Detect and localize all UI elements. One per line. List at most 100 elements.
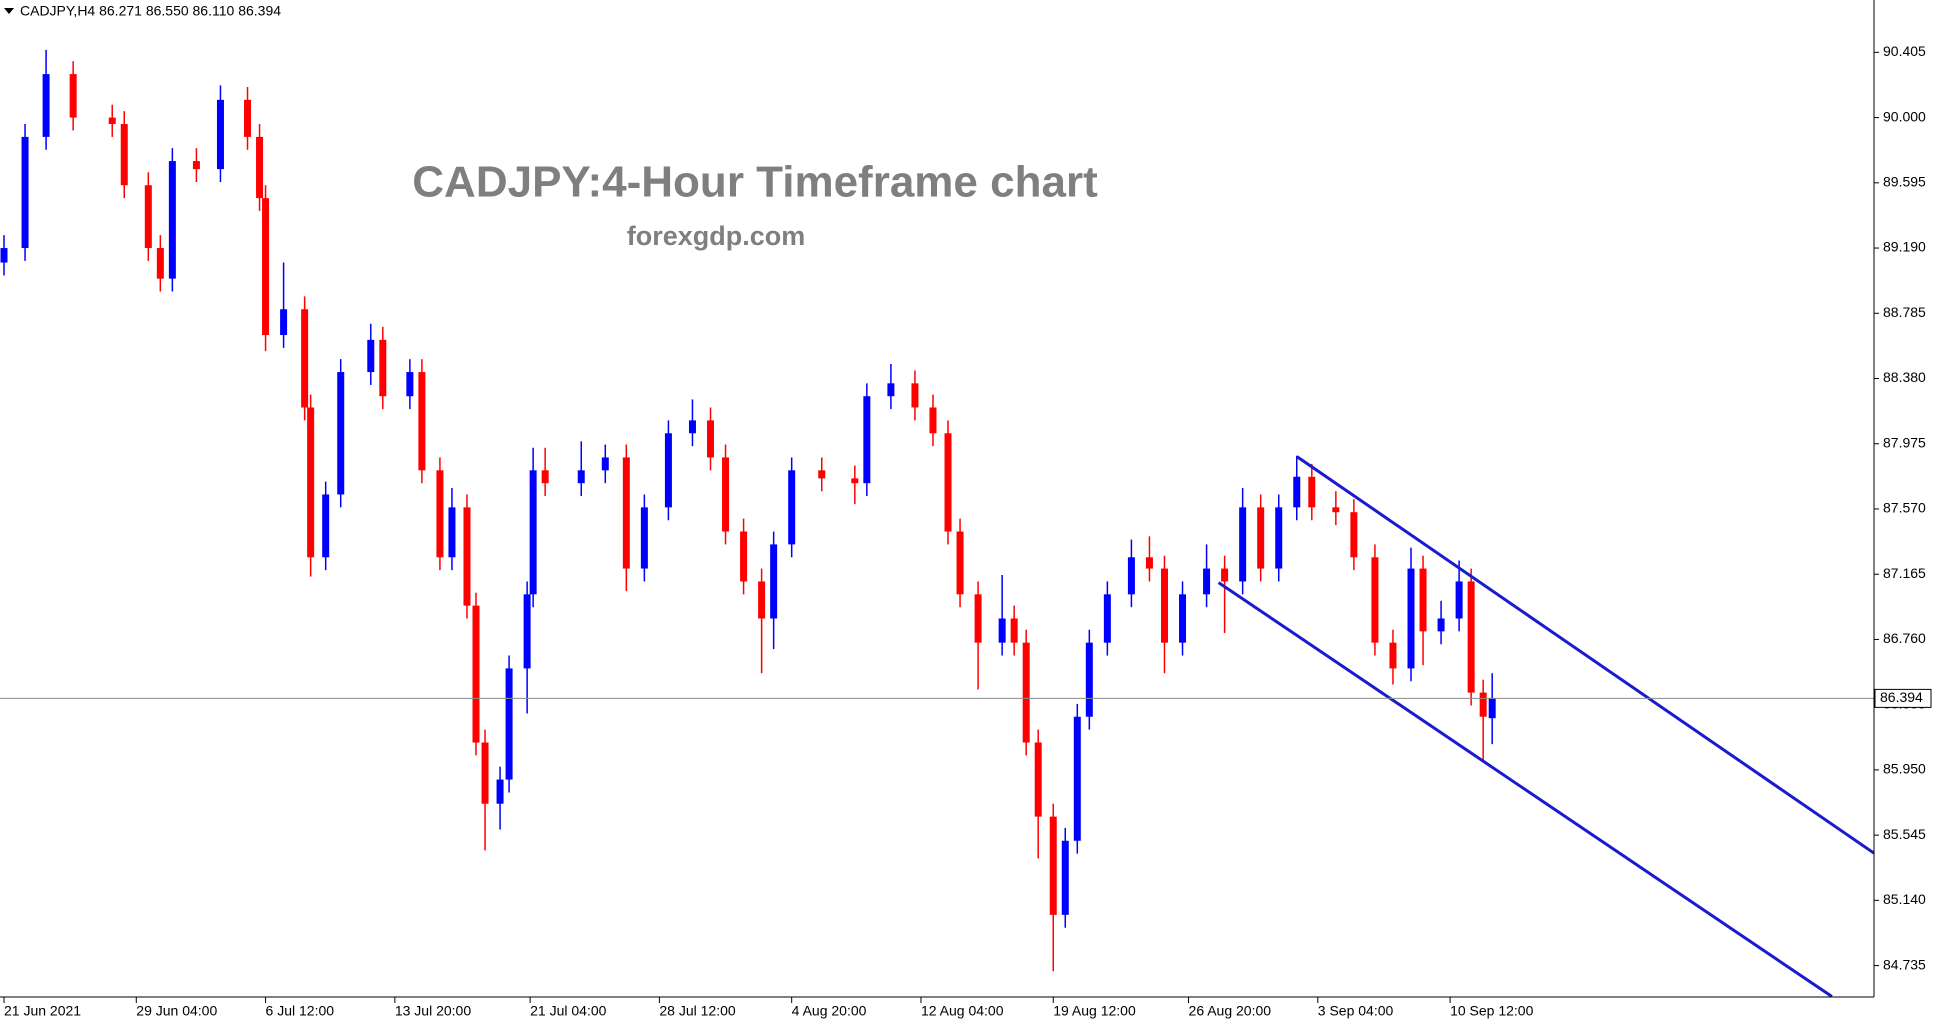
candle-body — [1332, 507, 1340, 513]
candle-body — [1389, 642, 1397, 669]
candle-body — [0, 248, 8, 263]
price-label-box — [1874, 688, 1932, 708]
candle-body — [601, 457, 609, 471]
candle-body — [541, 470, 549, 484]
candle-body — [42, 74, 50, 137]
candle-body — [448, 507, 456, 558]
candle-body — [216, 99, 224, 170]
candle-body — [120, 124, 128, 186]
candle-body — [1085, 642, 1093, 717]
candle-body — [1371, 557, 1379, 643]
candle-body — [1010, 618, 1018, 643]
chart-title: CADJPY:4-Hour Timeframe chart — [412, 158, 1098, 207]
candle-body — [523, 594, 531, 669]
candle-body — [505, 668, 513, 780]
candle-body — [1455, 581, 1463, 619]
candle-body — [244, 99, 252, 137]
candle-body — [1467, 581, 1475, 693]
x-tick-label: 28 Jul 12:00 — [659, 1003, 735, 1019]
candle-body — [1160, 568, 1168, 643]
candle-body — [1179, 594, 1187, 643]
y-tick-label: 90.405 — [1883, 43, 1926, 59]
candle-body — [1103, 594, 1111, 643]
x-tick-label: 13 Jul 20:00 — [395, 1003, 471, 1019]
candle-body — [577, 470, 585, 484]
candle-body — [1308, 476, 1316, 508]
candle-body — [463, 507, 471, 606]
candle-body — [788, 470, 796, 545]
candle-body — [863, 396, 871, 484]
y-tick-label: 84.735 — [1883, 956, 1926, 972]
x-tick-label: 10 Sep 12:00 — [1450, 1003, 1534, 1019]
candle-body — [379, 339, 387, 397]
candle-body — [707, 420, 715, 458]
candle-body — [664, 433, 672, 508]
y-tick-label: 87.975 — [1883, 434, 1926, 450]
x-tick-label: 19 Aug 12:00 — [1053, 1003, 1136, 1019]
x-tick-label: 12 Aug 04:00 — [921, 1003, 1004, 1019]
candle-body — [851, 478, 859, 484]
candle-body — [1350, 512, 1358, 558]
candle-body — [740, 531, 748, 582]
candle-body — [1239, 507, 1247, 582]
candle-body — [1061, 840, 1069, 915]
candle-body — [262, 198, 270, 336]
candle-body — [144, 185, 152, 249]
header: CADJPY,H4 86.271 86.550 86.110 86.394 — [20, 3, 281, 19]
price-label: 86.394 — [1880, 689, 1923, 705]
y-tick-label: 88.785 — [1883, 304, 1926, 320]
candle-body — [192, 161, 200, 170]
candle-body — [1275, 507, 1283, 569]
candle-body — [21, 136, 29, 249]
candle-body — [256, 136, 264, 199]
y-tick-label: 88.380 — [1883, 369, 1926, 385]
candle-body — [108, 117, 116, 125]
candle-body — [1145, 557, 1153, 569]
x-tick-label: 4 Aug 20:00 — [792, 1003, 867, 1019]
candle-body — [418, 372, 426, 471]
candle-body — [156, 248, 164, 279]
chart-subtitle: forexgdp.com — [627, 221, 806, 251]
candle-body — [322, 494, 330, 558]
candle-body — [956, 531, 964, 595]
candle-body — [307, 407, 315, 558]
candle-body — [367, 339, 375, 373]
y-tick-label: 85.950 — [1883, 761, 1926, 777]
candle-body — [1203, 568, 1211, 595]
trend-line — [1295, 455, 1874, 855]
x-tick-label: 3 Sep 04:00 — [1318, 1003, 1394, 1019]
candle-body — [722, 457, 730, 532]
candle-body — [1049, 816, 1057, 915]
candle-body — [770, 544, 778, 619]
y-tick-label: 85.545 — [1883, 826, 1926, 842]
candle-body — [1022, 642, 1030, 743]
x-tick-label: 6 Jul 12:00 — [266, 1003, 335, 1019]
candle-body — [481, 742, 489, 804]
candle-body — [1488, 698, 1496, 719]
y-tick-label: 86.760 — [1883, 630, 1926, 646]
candle-body — [974, 594, 982, 643]
candle-body — [640, 507, 648, 569]
candle-body — [337, 372, 345, 495]
candle-body — [406, 372, 414, 397]
candle-body — [1407, 568, 1415, 669]
candle-body — [496, 779, 504, 804]
candle-body — [69, 74, 77, 118]
candle-body — [1257, 507, 1265, 569]
candle-body — [1437, 618, 1445, 632]
x-tick-label: 26 Aug 20:00 — [1189, 1003, 1272, 1019]
candle-body — [436, 470, 444, 558]
y-tick-label: 89.595 — [1883, 174, 1926, 190]
candle-body — [688, 420, 696, 434]
candle-body — [911, 383, 919, 408]
candle-body — [998, 618, 1006, 643]
candle-body — [622, 457, 630, 569]
candle-body — [301, 309, 309, 408]
candle-body — [944, 433, 952, 532]
candle-body — [1073, 716, 1081, 841]
y-tick-label: 85.140 — [1883, 891, 1926, 907]
candle-body — [1479, 692, 1487, 717]
candle-body — [758, 581, 766, 619]
